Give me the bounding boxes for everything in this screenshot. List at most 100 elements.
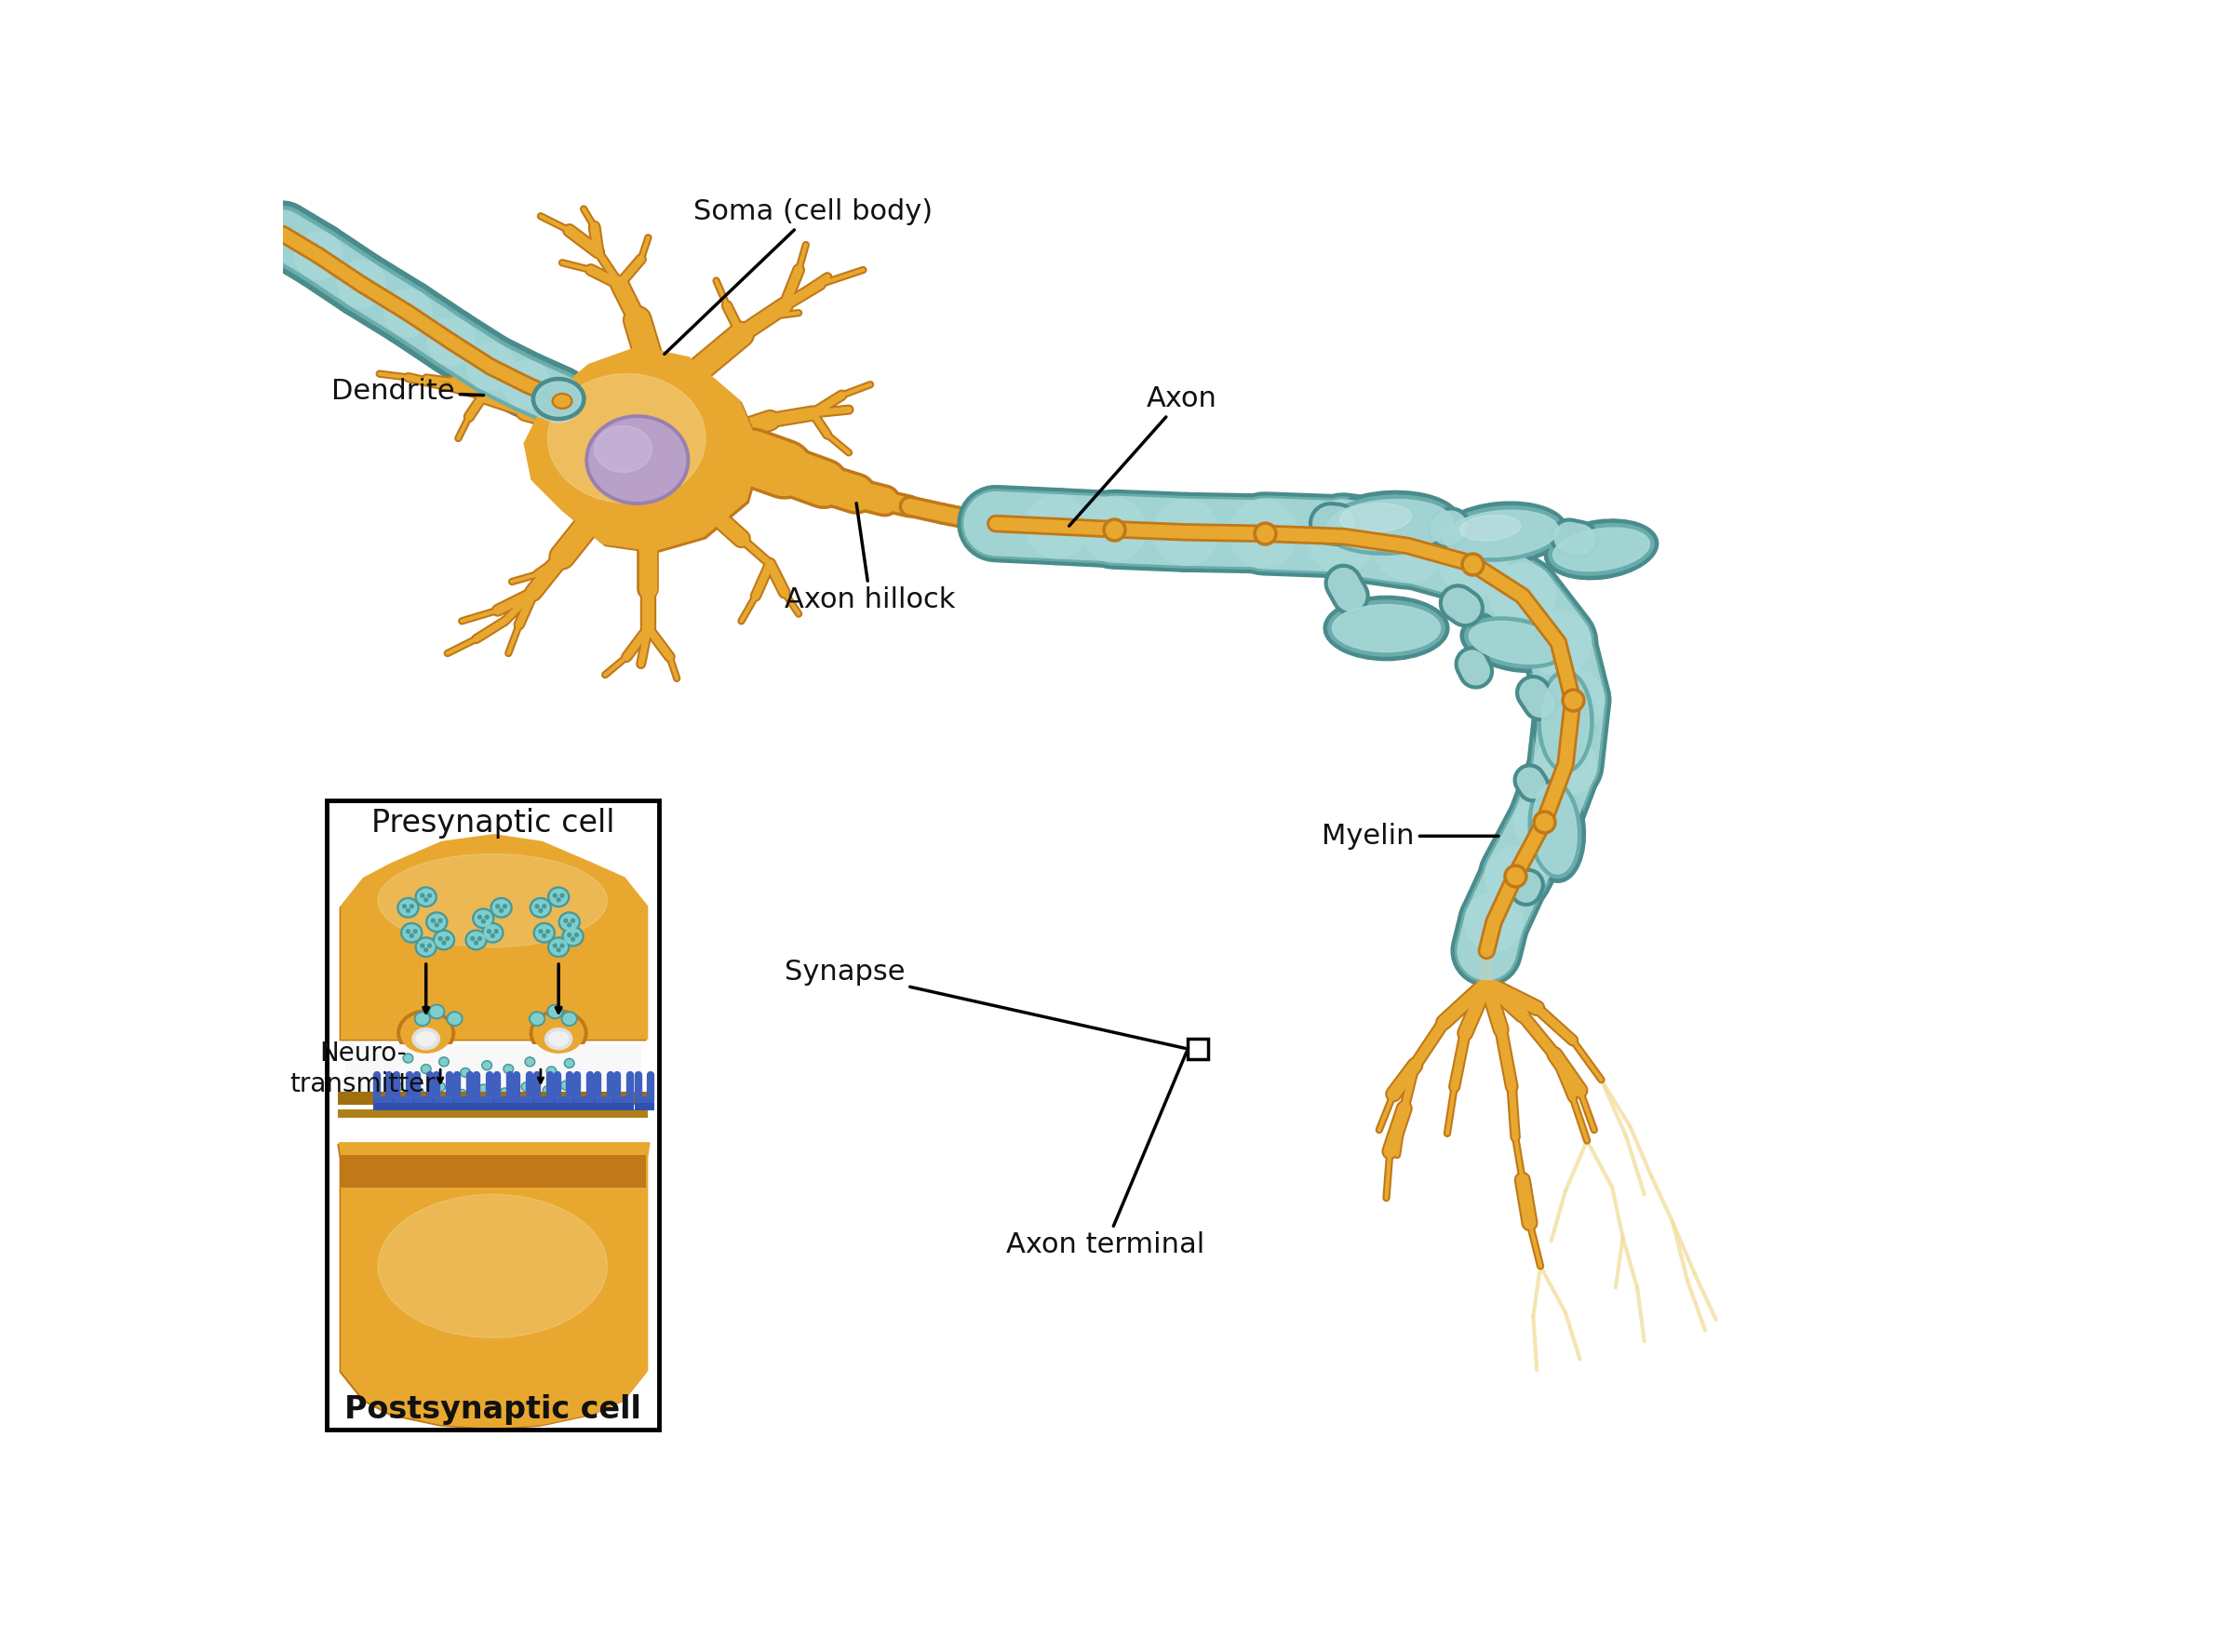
Ellipse shape — [565, 1059, 574, 1067]
Ellipse shape — [403, 905, 406, 909]
Ellipse shape — [574, 933, 579, 937]
Ellipse shape — [397, 1009, 454, 1056]
Ellipse shape — [435, 932, 452, 948]
Ellipse shape — [568, 933, 572, 937]
Ellipse shape — [410, 905, 412, 909]
Ellipse shape — [543, 1085, 552, 1095]
Ellipse shape — [481, 923, 503, 943]
Bar — [346, 1044, 641, 1097]
Ellipse shape — [572, 937, 574, 942]
Ellipse shape — [1534, 666, 1598, 776]
Ellipse shape — [423, 948, 428, 952]
Ellipse shape — [406, 930, 410, 933]
Ellipse shape — [448, 1011, 463, 1026]
Polygon shape — [339, 1143, 650, 1427]
Ellipse shape — [479, 1084, 488, 1094]
Ellipse shape — [561, 1011, 576, 1026]
Ellipse shape — [550, 940, 568, 955]
Ellipse shape — [565, 1061, 572, 1067]
Ellipse shape — [521, 1082, 532, 1092]
Ellipse shape — [559, 912, 581, 932]
Text: Dendrite: Dendrite — [330, 378, 483, 405]
Ellipse shape — [421, 894, 423, 897]
Ellipse shape — [554, 894, 556, 897]
Ellipse shape — [446, 937, 450, 940]
Ellipse shape — [594, 426, 652, 472]
Ellipse shape — [532, 900, 550, 915]
Ellipse shape — [1545, 519, 1658, 580]
Bar — [392, 1099, 412, 1110]
Ellipse shape — [530, 1009, 588, 1056]
Ellipse shape — [550, 889, 568, 905]
Ellipse shape — [1528, 780, 1581, 879]
Ellipse shape — [412, 1028, 439, 1049]
Ellipse shape — [563, 919, 568, 922]
Ellipse shape — [545, 1067, 556, 1075]
Ellipse shape — [428, 914, 446, 930]
Ellipse shape — [457, 1089, 468, 1099]
Ellipse shape — [1328, 499, 1452, 550]
Ellipse shape — [530, 1011, 545, 1026]
Bar — [337, 1108, 647, 1118]
Ellipse shape — [548, 1032, 568, 1046]
Ellipse shape — [543, 1087, 552, 1094]
Ellipse shape — [1339, 504, 1412, 532]
Ellipse shape — [417, 1032, 437, 1046]
Ellipse shape — [561, 943, 563, 948]
Ellipse shape — [448, 1013, 461, 1024]
Ellipse shape — [479, 937, 481, 940]
Ellipse shape — [1324, 496, 1457, 555]
Ellipse shape — [392, 1082, 401, 1092]
Ellipse shape — [441, 1059, 448, 1066]
Ellipse shape — [426, 912, 448, 932]
Ellipse shape — [543, 933, 545, 937]
Ellipse shape — [572, 919, 574, 922]
Ellipse shape — [532, 377, 585, 420]
Bar — [634, 1099, 654, 1110]
Ellipse shape — [415, 1089, 423, 1097]
Ellipse shape — [1461, 613, 1570, 672]
Ellipse shape — [403, 1054, 412, 1062]
Ellipse shape — [439, 1057, 448, 1067]
Ellipse shape — [590, 418, 685, 501]
Ellipse shape — [432, 930, 454, 950]
Ellipse shape — [470, 937, 474, 940]
Ellipse shape — [1443, 510, 1559, 557]
Bar — [337, 1092, 647, 1105]
Text: Soma (cell body): Soma (cell body) — [665, 198, 933, 354]
Bar — [494, 1099, 514, 1110]
Ellipse shape — [468, 932, 486, 948]
Ellipse shape — [548, 937, 570, 957]
Ellipse shape — [534, 905, 539, 909]
Ellipse shape — [525, 1059, 534, 1066]
Ellipse shape — [399, 900, 417, 915]
Text: Axon hillock: Axon hillock — [785, 504, 956, 613]
Ellipse shape — [479, 915, 481, 919]
Ellipse shape — [395, 1084, 401, 1090]
Ellipse shape — [490, 933, 494, 937]
Ellipse shape — [492, 900, 510, 915]
Ellipse shape — [421, 943, 423, 948]
Ellipse shape — [437, 1084, 443, 1090]
Ellipse shape — [568, 923, 572, 927]
Polygon shape — [525, 349, 763, 553]
Ellipse shape — [490, 897, 512, 919]
Ellipse shape — [417, 889, 435, 905]
Ellipse shape — [459, 1090, 466, 1097]
Ellipse shape — [1539, 671, 1594, 773]
Ellipse shape — [415, 937, 437, 957]
Ellipse shape — [1552, 527, 1649, 572]
Ellipse shape — [403, 1056, 412, 1062]
Ellipse shape — [410, 933, 412, 937]
Bar — [472, 1099, 494, 1110]
Bar — [554, 1099, 574, 1110]
Ellipse shape — [561, 894, 563, 897]
Bar — [452, 1099, 472, 1110]
Ellipse shape — [439, 919, 441, 922]
Ellipse shape — [503, 1064, 514, 1074]
Ellipse shape — [423, 899, 428, 902]
Bar — [594, 1099, 614, 1110]
Polygon shape — [341, 834, 647, 1039]
Polygon shape — [337, 1145, 647, 1429]
Ellipse shape — [415, 887, 437, 907]
